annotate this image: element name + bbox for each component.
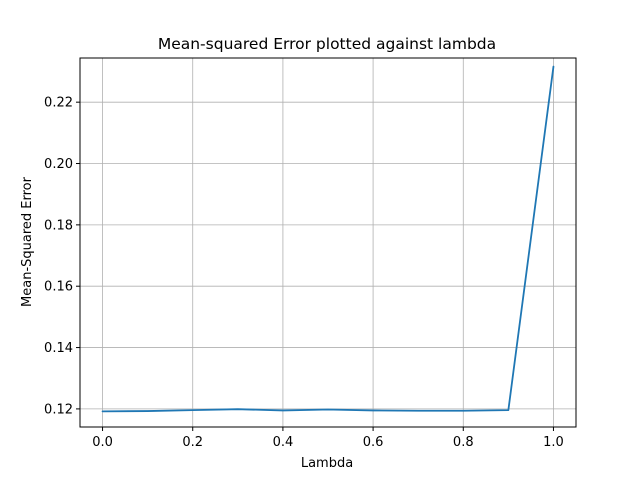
ticks: 0.0 0.2 0.4 0.6 0.8 1.0 0.12 0.14 0.16 0.18 0.20 0.… <box>44 96 564 450</box>
axes-frame <box>79 57 577 428</box>
y-tick-label: 0.12 <box>44 402 73 417</box>
axes-spines <box>79 57 577 428</box>
chart-title: Mean-squared Error plotted against lambd… <box>158 35 496 53</box>
y-tick-label: 0.22 <box>44 96 73 111</box>
x-tick-label: 0.2 <box>182 435 203 450</box>
x-tick-label: 0.8 <box>453 435 474 450</box>
y-axis-label: Mean-Squared Error <box>20 176 35 307</box>
y-tick-label: 0.14 <box>44 341 73 356</box>
series-line <box>101 65 555 413</box>
x-tick-label: 0.4 <box>273 435 294 450</box>
x-axis-label: Lambda <box>301 456 353 471</box>
x-tick-label: 0.6 <box>363 435 384 450</box>
y-tick-label: 0.18 <box>44 218 73 233</box>
x-tick-label: 1.0 <box>543 435 564 450</box>
y-tick-label: 0.16 <box>44 280 73 295</box>
y-tick-label: 0.20 <box>44 157 73 172</box>
series-layer <box>101 65 555 413</box>
x-tick-label: 0.0 <box>92 435 113 450</box>
grid-lines <box>80 58 576 427</box>
